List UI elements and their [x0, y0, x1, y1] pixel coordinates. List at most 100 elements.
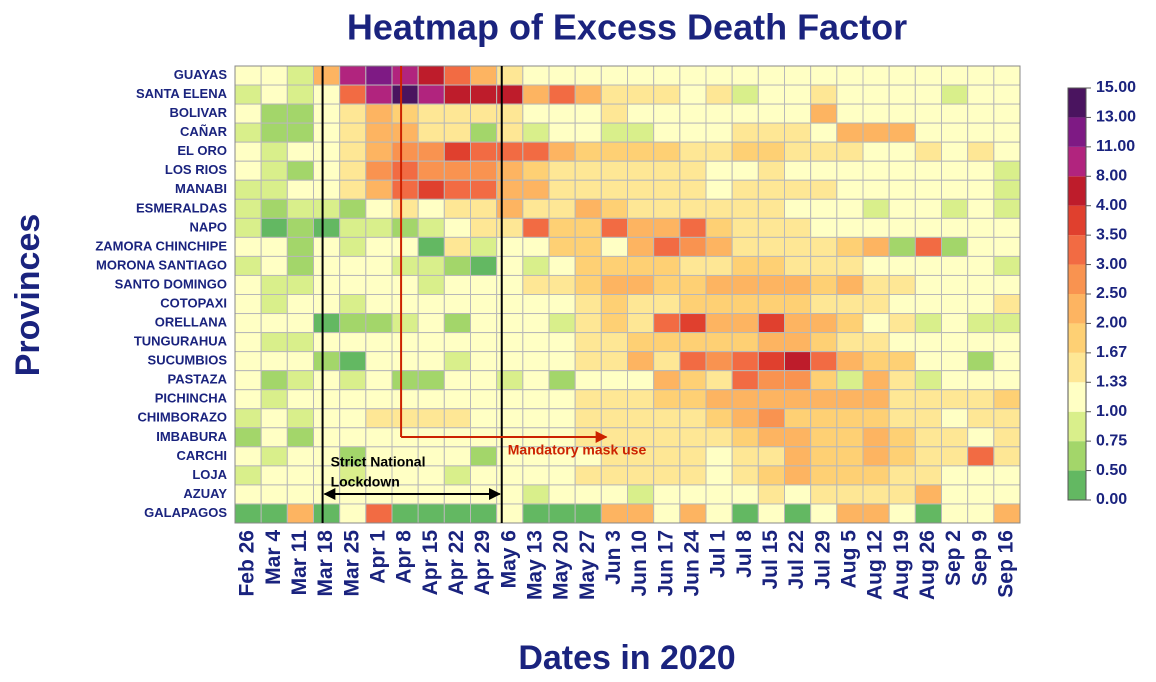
- heat-cell: [941, 351, 969, 372]
- heat-cell: [627, 198, 655, 219]
- heat-cell: [757, 465, 785, 486]
- heat-cell: [234, 236, 262, 257]
- heat-cell: [941, 84, 969, 105]
- heat-cell: [574, 274, 602, 296]
- colorbar-label: 1.67: [1096, 344, 1127, 361]
- heat-cell: [286, 427, 315, 448]
- heat-cell: [653, 465, 681, 486]
- heat-cell: [260, 427, 288, 448]
- heat-cell: [234, 65, 262, 86]
- heat-cell: [653, 217, 681, 238]
- heat-cell: [888, 446, 916, 467]
- heat-cell: [313, 370, 341, 391]
- heat-cell: [810, 465, 838, 486]
- x-tick-label: Jul 1: [707, 530, 730, 578]
- heat-cell: [522, 122, 550, 143]
- colorbar-swatch: [1068, 382, 1086, 412]
- heat-cell: [862, 408, 890, 429]
- heat-cell: [731, 141, 759, 162]
- heat-cell: [600, 484, 628, 505]
- heat-cell: [731, 255, 759, 276]
- colorbar-swatch: [1068, 264, 1086, 294]
- heat-cell: [862, 427, 890, 448]
- heat-cell: [365, 351, 393, 372]
- heat-cell: [914, 465, 942, 486]
- heat-cell: [914, 103, 942, 124]
- colorbar-swatch: [1068, 441, 1086, 471]
- heat-cell: [705, 370, 733, 391]
- heat-cell: [548, 503, 576, 524]
- heat-cell: [679, 141, 707, 162]
- heat-cell: [627, 484, 655, 505]
- heat-cell: [679, 217, 707, 238]
- heat-cell: [757, 217, 785, 238]
- y-tick-label: ESMERALDAS: [136, 200, 227, 215]
- heat-cell: [574, 294, 602, 315]
- heat-cell: [417, 84, 445, 105]
- heat-cell: [600, 351, 628, 372]
- heat-cell: [627, 313, 655, 334]
- heat-cell: [600, 217, 628, 238]
- x-tick-label: Apr 8: [393, 530, 416, 584]
- x-tick-label: Jul 29: [811, 530, 834, 590]
- heat-cell: [574, 370, 602, 391]
- heat-cell: [574, 198, 602, 219]
- heat-cell: [600, 313, 628, 334]
- heat-cell: [784, 503, 812, 524]
- heat-cell: [260, 408, 288, 429]
- heat-cell: [888, 179, 916, 200]
- heat-cell: [914, 65, 942, 86]
- heat-cell: [914, 370, 942, 391]
- heat-cell: [914, 236, 942, 257]
- heat-cell: [810, 408, 838, 429]
- heat-cell: [339, 65, 367, 86]
- heat-cell: [731, 370, 759, 391]
- heat-cell: [757, 408, 785, 429]
- heat-cell: [470, 236, 498, 257]
- heat-cell: [731, 217, 759, 238]
- heat-cell: [365, 389, 393, 410]
- heat-cell: [522, 236, 550, 257]
- heat-cell: [443, 332, 472, 353]
- heat-cell: [941, 484, 969, 505]
- heat-cell: [470, 255, 498, 276]
- heat-cell: [391, 370, 419, 391]
- heat-cell: [286, 370, 315, 391]
- heat-cell: [600, 332, 628, 353]
- heat-cell: [600, 389, 628, 410]
- heat-cell: [862, 294, 890, 315]
- heat-cell: [784, 332, 812, 353]
- heat-cell: [522, 313, 550, 334]
- heat-cell: [443, 465, 472, 486]
- heat-cell: [548, 236, 576, 257]
- colorbar-label: 3.00: [1096, 256, 1127, 273]
- colorbar-label: 8.00: [1096, 168, 1127, 185]
- heat-cell: [234, 103, 262, 124]
- x-tick-label: Jul 22: [785, 530, 808, 590]
- plot-border: [234, 65, 1021, 524]
- heat-cell: [679, 465, 707, 486]
- heat-cell: [574, 236, 602, 257]
- y-tick-label: SANTO DOMINGO: [115, 276, 227, 291]
- annotation-text: Mandatory mask use: [508, 442, 647, 458]
- heat-cell: [653, 160, 681, 181]
- heat-cell: [967, 255, 995, 276]
- heat-cell: [470, 446, 498, 467]
- heat-cell: [627, 274, 655, 296]
- heat-cell: [941, 389, 969, 410]
- x-tick-label: Mar 25: [340, 530, 363, 597]
- heat-cell: [757, 160, 785, 181]
- colorbar-label: 2.50: [1096, 285, 1127, 302]
- heat-cell: [810, 274, 838, 296]
- heat-cell: [627, 255, 655, 276]
- heat-cell: [679, 179, 707, 200]
- y-tick-label: LOS RIOS: [165, 162, 227, 177]
- heat-cell: [443, 84, 472, 105]
- x-tick-label: Mar 18: [314, 530, 337, 597]
- heat-cell: [862, 255, 890, 276]
- heat-cell: [731, 236, 759, 257]
- heat-cell: [574, 484, 602, 505]
- heat-cell: [443, 446, 472, 467]
- heat-cell: [862, 179, 890, 200]
- heat-cell: [993, 122, 1021, 143]
